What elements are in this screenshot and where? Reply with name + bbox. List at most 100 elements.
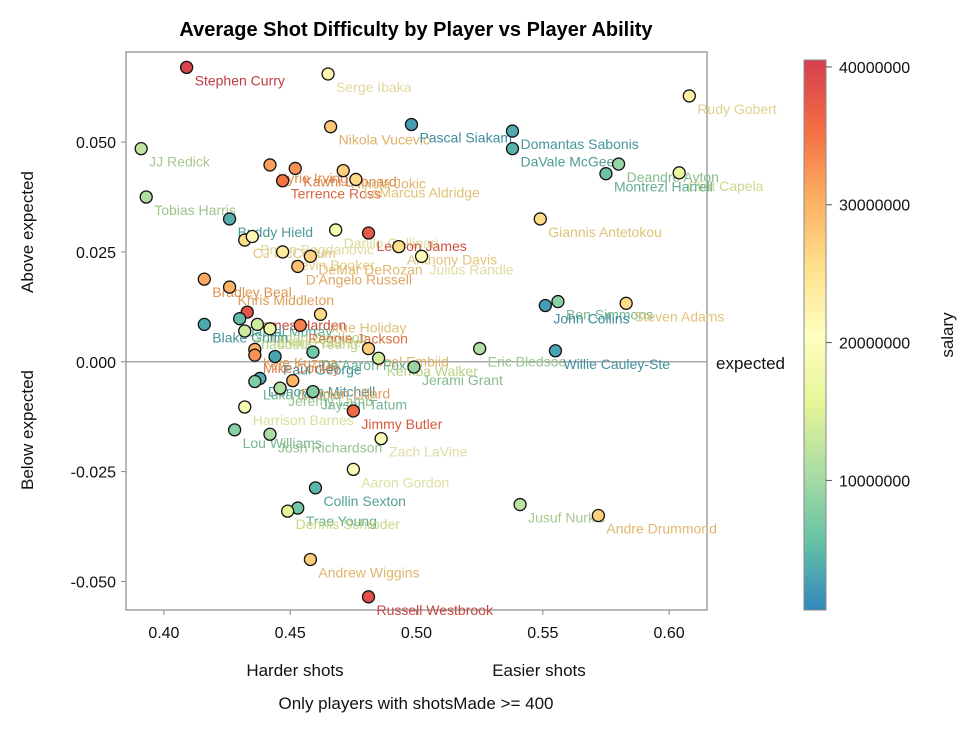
colorbar-label: salary: [938, 312, 957, 358]
player-label: Lou Williams: [243, 435, 322, 451]
chart-title: Average Shot Difficulty by Player vs Pla…: [179, 19, 653, 41]
player-label: Steven Adams: [634, 308, 724, 324]
player-point: [313, 307, 328, 321]
player-point: [308, 481, 323, 495]
player-point: [268, 349, 282, 364]
player-label: JJ Redick: [149, 154, 211, 170]
player-point: [250, 317, 265, 332]
x-tick-label: 0.60: [654, 625, 685, 642]
player-point: [238, 324, 252, 338]
player-point: [197, 272, 211, 286]
player-label: Eric Bledsoe: [488, 354, 567, 370]
player-point: [263, 427, 277, 441]
player-point: [303, 552, 318, 567]
player-point: [321, 67, 335, 81]
x-tick-label: 0.50: [401, 625, 432, 642]
player-point: [263, 322, 277, 336]
player-point: [346, 462, 360, 477]
player-point: [139, 190, 153, 204]
player-label: Deandre Ayton: [627, 169, 719, 185]
player-label: Harrison Barnes: [253, 412, 354, 428]
player-point: [672, 166, 686, 180]
y-tick-label: 0.050: [76, 135, 116, 152]
tick-layer: 0.40 0.45 0.50 0.55 0.60 -0.050 -0.025 0.000 0.0…: [71, 135, 685, 642]
player-label: Willie Cauley-Ste: [563, 356, 670, 372]
player-point: [222, 280, 237, 294]
player-point: [361, 341, 376, 356]
player-label: Josh Richardson: [278, 439, 382, 455]
player-point: [245, 229, 259, 244]
player-point: [293, 318, 307, 332]
player-label: Jimmy Butler: [361, 416, 442, 432]
player-point: [281, 504, 295, 518]
player-point: [682, 89, 696, 103]
player-label: Russell Westbrook: [377, 602, 494, 618]
point-layer: [134, 60, 696, 604]
player-label: Giannis Antetokou: [548, 224, 662, 240]
player-point: [404, 117, 419, 132]
player-point: [179, 60, 194, 75]
y-tick-label: 0.000: [76, 355, 116, 372]
player-label: Andre Drummond: [606, 521, 717, 537]
player-point: [407, 360, 421, 374]
player-label: Nikola Vucevic: [339, 132, 430, 148]
chart-footnote: Only players with shotsMade >= 400: [279, 694, 554, 713]
player-point: [538, 298, 552, 313]
player-label: Ben Simmons: [566, 307, 653, 323]
player-label: Serge Ibaka: [336, 79, 412, 95]
player-point: [303, 249, 318, 263]
y-tick-label: 0.025: [76, 245, 116, 262]
player-label: Zach LaVine: [389, 444, 468, 460]
colorbar-tick-label: 40000000: [839, 60, 910, 77]
player-label: Terrence Ross: [291, 186, 381, 202]
player-label: Donovan Mitchell: [268, 383, 375, 399]
y-tick-label: -0.050: [71, 574, 116, 591]
player-label: Aaron Gordon: [361, 474, 449, 490]
y-tick-label: -0.025: [71, 465, 116, 482]
player-label: De'Aaron Fox: [321, 357, 406, 373]
player-point: [197, 317, 211, 332]
player-label: D'Angelo Russell: [306, 271, 412, 287]
player-point: [505, 142, 520, 156]
player-point: [611, 157, 626, 171]
player-label: Reggie Jackson: [308, 330, 408, 346]
player-point: [222, 212, 237, 226]
player-label: Kyle Kuzma: [263, 354, 338, 370]
player-label: Montrezl Harrell: [614, 179, 713, 195]
player-label: Jerami Grant: [422, 372, 503, 388]
player-point: [591, 508, 606, 523]
player-point: [306, 384, 320, 399]
player-point: [233, 312, 247, 326]
player-point: [533, 212, 547, 226]
player-label: Anthony Davis: [407, 252, 497, 268]
player-label: Julius Randle: [430, 261, 514, 277]
x-annotation-harder: Harder shots: [246, 661, 343, 680]
player-point: [371, 351, 386, 365]
player-point: [374, 431, 388, 446]
player-label: Collin Sexton: [323, 493, 406, 509]
colorbar-tick-label: 20000000: [839, 336, 910, 353]
player-label: Domantas Sabonis: [520, 136, 638, 152]
player-label: Jordan Clarkson: [265, 329, 367, 345]
colorbar: [803, 59, 827, 611]
player-point: [551, 294, 565, 309]
player-point: [361, 226, 376, 240]
player-point: [263, 158, 277, 172]
colorbar-tick-label: 30000000: [839, 198, 910, 215]
label-layer: Stephen Curry Serge Ibaka Rudy Gobert Nikol…: [149, 72, 777, 617]
x-tick-label: 0.55: [527, 625, 558, 642]
player-point: [273, 381, 287, 395]
reference-line-label: expected: [716, 354, 785, 373]
player-point: [513, 497, 527, 512]
player-label: Evan Fournier: [278, 334, 366, 350]
y-annotation-below: Below expected: [18, 370, 37, 490]
player-label: Mike Conley: [263, 360, 340, 376]
player-label: Paul George: [283, 361, 362, 377]
player-label: John Collins: [553, 311, 629, 327]
player-point: [275, 245, 290, 259]
player-label: DeMar DeRozan: [318, 261, 422, 277]
player-point: [323, 120, 338, 134]
player-label: Rudy Gobert: [697, 101, 776, 117]
player-label: Jusuf Nurkic: [528, 510, 605, 526]
